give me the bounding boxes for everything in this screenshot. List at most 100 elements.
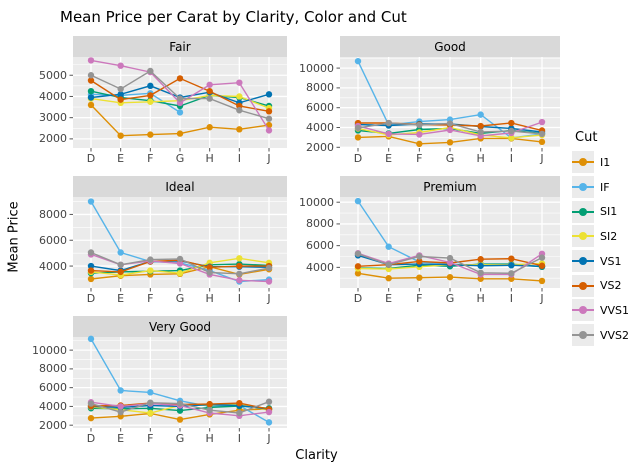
legend-key-swatch (572, 225, 594, 248)
legend-entry-label: VVS1 (600, 303, 630, 317)
legend-entry-SI2: SI2 (566, 224, 640, 249)
legend-entry-label: IF (600, 180, 610, 194)
legend-entry-label: I1 (600, 155, 611, 169)
legend-entry-VVS1: VVS1 (566, 298, 640, 323)
y-tick-label: 4000 (306, 121, 334, 134)
facet-plot-area: 2000 4000 6000 8000 10000 D E F G H I J (32, 335, 287, 445)
legend-entry-VVS2: VVS2 (566, 323, 640, 348)
y-tick-label: 10000 (299, 61, 334, 75)
legend: Cut I1 IF SI1 SI2 VS1 VS2 VVS1 VVS2 (566, 130, 640, 348)
y-tick-label: 6000 (306, 239, 334, 253)
legend-key-swatch (572, 299, 594, 322)
y-tick-label: 2000 (39, 418, 67, 432)
facet-panel-good: Good 2000 4000 6000 8000 10000 D E F G H I J (299, 36, 560, 165)
x-tick-label: I (237, 292, 241, 305)
legend-entry-I1: I1 (566, 150, 640, 175)
y-tick-label: 8000 (306, 81, 334, 95)
facet-strip-label: Premium (423, 179, 477, 194)
series-VVS2 (354, 250, 546, 277)
facet-plot-area: 4000 6000 8000 D E F G H I J (39, 197, 287, 305)
x-tick-label: J (267, 292, 271, 305)
chart-title: Mean Price per Carat by Clarity, Color a… (60, 8, 407, 26)
facet-strip: Ideal (73, 176, 287, 197)
y-tick-label: 8000 (39, 362, 67, 376)
x-tick-label: H (476, 292, 485, 305)
x-tick-label: D (86, 432, 96, 445)
series-I1 (87, 101, 273, 139)
x-tick-label: D (86, 292, 96, 305)
legend-key-swatch (572, 324, 594, 347)
facet-strip-label: Ideal (165, 179, 195, 194)
x-tick-label: G (445, 292, 455, 305)
legend-entries: I1 IF SI1 SI2 VS1 VS2 VVS1 VVS2 (566, 150, 640, 348)
x-tick-label: E (385, 152, 393, 165)
x-tick-label: H (205, 432, 214, 445)
y-tick-label: 2000 (306, 140, 334, 154)
facet-panel-fair: Fair 2000 3000 4000 5000 D E F G H I J (39, 36, 287, 165)
facet-strip-label: Fair (169, 39, 191, 54)
facet-strip: Good (340, 36, 560, 57)
legend-entry-label: SI2 (600, 229, 618, 243)
x-tick-label: G (175, 152, 185, 165)
facet-plot (69, 57, 287, 152)
legend-key-swatch (572, 151, 594, 174)
legend-entry-label: VS2 (600, 279, 622, 293)
series-I1 (354, 270, 546, 285)
facet-panel-very-good: Very Good 2000 4000 6000 8000 10000 D E F G H I J (32, 316, 287, 445)
y-tick-label: 4000 (39, 89, 67, 103)
facet-plot (69, 197, 287, 292)
facet-strip: Premium (340, 176, 560, 197)
x-tick-label: I (509, 152, 513, 165)
x-tick-label: I (237, 152, 241, 165)
x-tick-label: H (205, 292, 214, 305)
x-tick-label: E (117, 152, 125, 165)
x-tick-label: F (147, 432, 154, 445)
y-tick-label: 4000 (39, 259, 67, 273)
x-tick-label: D (353, 292, 363, 305)
x-axis-title: Clarity (295, 448, 338, 463)
x-tick-label: J (540, 152, 544, 165)
series-VVS2 (87, 249, 273, 278)
facet-strip-label: Good (434, 39, 466, 54)
legend-key-swatch (572, 200, 594, 223)
legend-entry-label: VS1 (600, 254, 622, 268)
x-tick-label: H (205, 152, 214, 165)
facet-strip: Fair (73, 36, 287, 57)
legend-entry-VS2: VS2 (566, 273, 640, 298)
legend-entry-VS1: VS1 (566, 249, 640, 274)
x-tick-label: G (175, 292, 185, 305)
legend-key-swatch (572, 250, 594, 273)
x-tick-label: G (445, 152, 455, 165)
facet-panel-premium: Premium 4000 6000 8000 10000 D E F G H I J (299, 176, 560, 305)
legend-entry-SI1: SI1 (566, 199, 640, 224)
y-axis-title: Mean Price (6, 201, 22, 273)
x-tick-label: J (267, 152, 271, 165)
legend-entry-label: VVS2 (600, 328, 630, 342)
x-tick-label: E (117, 432, 125, 445)
y-tick-label: 6000 (306, 101, 334, 115)
x-tick-label: H (476, 152, 485, 165)
legend-title: Cut (575, 130, 598, 145)
x-tick-label: F (147, 292, 154, 305)
x-tick-label: E (385, 292, 393, 305)
y-tick-label: 10000 (32, 343, 67, 357)
y-tick-label: 6000 (39, 381, 67, 395)
y-tick-label: 4000 (39, 399, 67, 413)
y-tick-label: 5000 (39, 68, 67, 82)
y-tick-label: 2000 (39, 132, 67, 146)
facet-plot (336, 197, 560, 292)
series-VVS2 (87, 398, 273, 417)
y-tick-label: 3000 (39, 111, 67, 125)
y-tick-label: 8000 (306, 217, 334, 231)
x-tick-label: E (117, 292, 125, 305)
facet-plot (69, 335, 287, 432)
x-tick-label: J (540, 292, 544, 305)
x-tick-label: F (416, 292, 423, 305)
facet-plot (336, 57, 560, 152)
x-tick-label: I (509, 292, 513, 305)
facet-strip-label: Very Good (148, 319, 212, 334)
x-tick-label: G (175, 432, 185, 445)
x-tick-label: I (237, 432, 241, 445)
x-tick-label: J (267, 432, 271, 445)
